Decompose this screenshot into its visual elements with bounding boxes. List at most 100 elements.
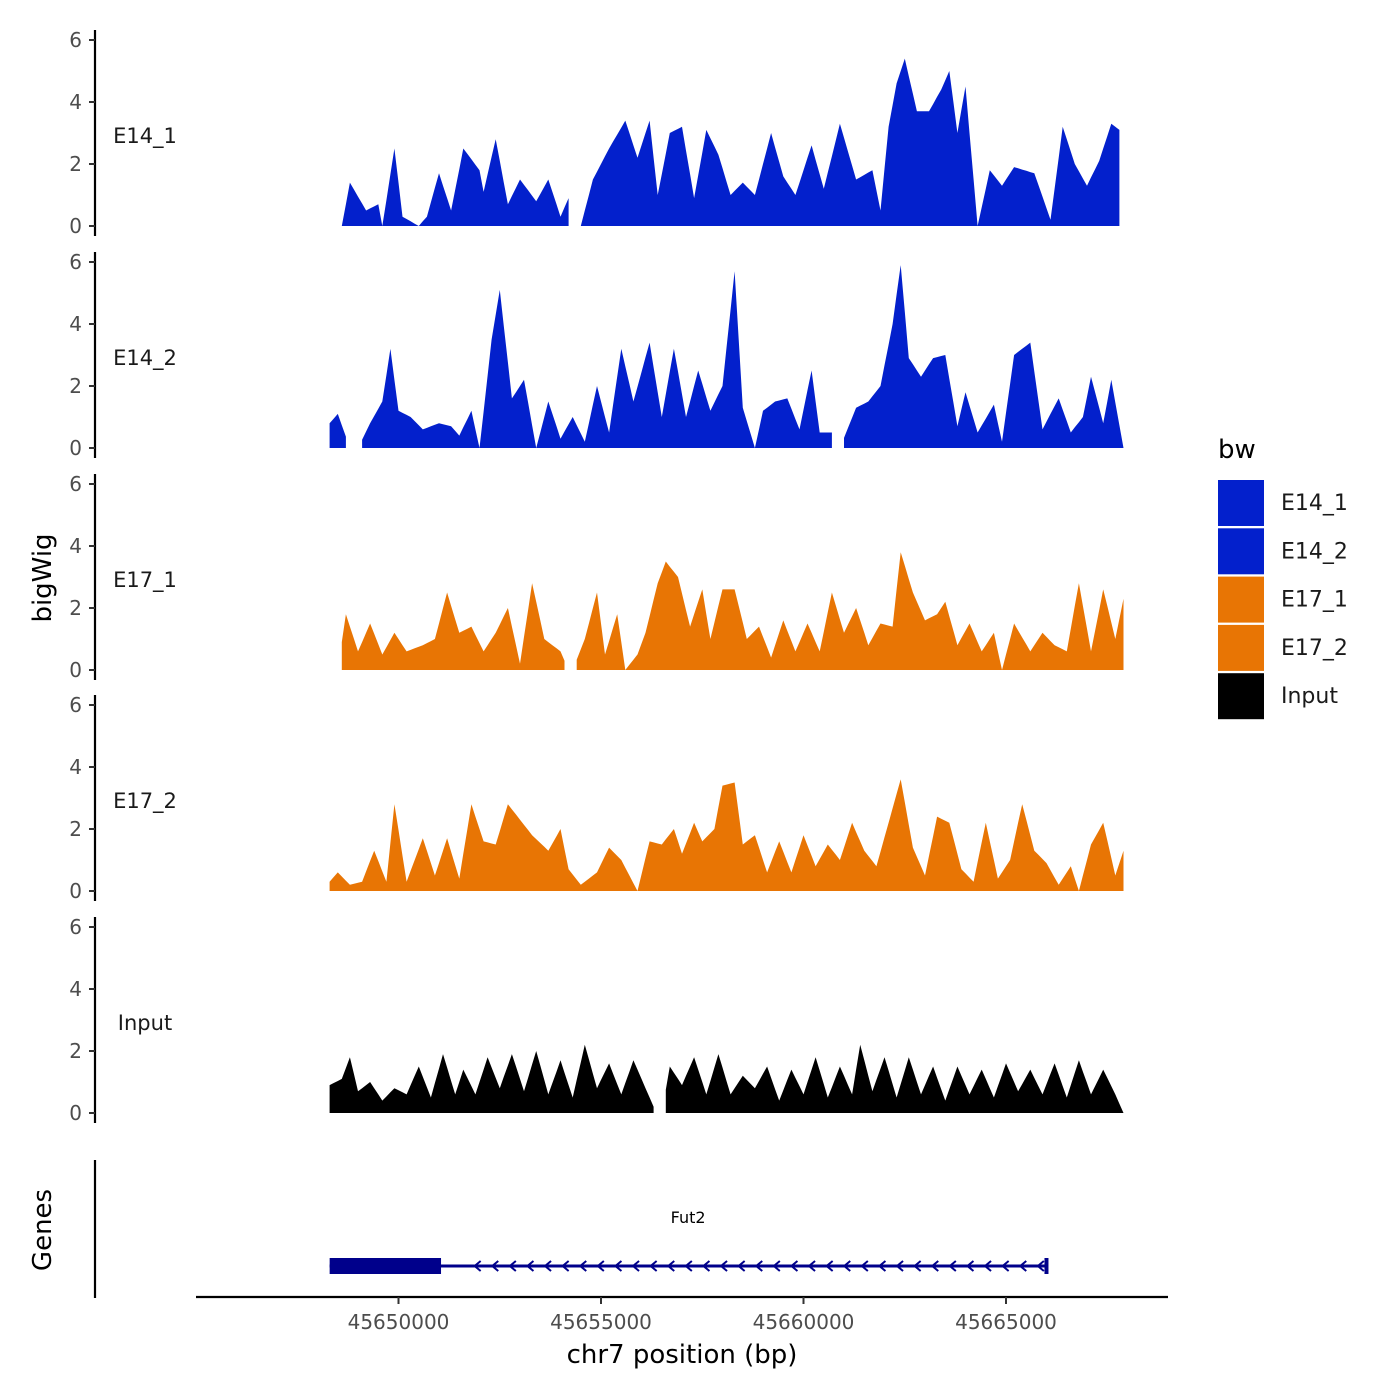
coverage-area: [576, 552, 1124, 670]
coverage-area: [844, 265, 1124, 448]
y-tick-label: 6: [69, 250, 82, 274]
strand-arrow: [930, 1260, 939, 1272]
legend-swatch: [1218, 480, 1264, 526]
x-axis-title: chr7 position (bp): [567, 1340, 798, 1370]
strand-arrow: [965, 1260, 975, 1272]
strand-arrow: [842, 1260, 851, 1272]
strand-arrow: [666, 1260, 675, 1272]
y-tick-label: 4: [69, 977, 82, 1001]
legend-swatch: [1218, 576, 1264, 623]
y-tick-label: 0: [69, 658, 82, 682]
gene-label: Fut2: [671, 1208, 706, 1227]
x-tick-label: 45650000: [348, 1310, 450, 1334]
x-tick-label: 45660000: [753, 1310, 855, 1334]
coverage-area: [329, 779, 1124, 891]
track-label: E17_1: [113, 568, 177, 593]
y-tick-label: 6: [69, 472, 82, 496]
track-e14-1: 0 2 4 6 E14_1: [69, 28, 1120, 238]
track-label: E17_2: [113, 789, 177, 814]
strand-arrow: [596, 1260, 605, 1272]
strand-arrow: [1001, 1260, 1010, 1272]
track-label: E14_1: [113, 124, 177, 149]
y-tick-label: 4: [69, 90, 82, 114]
y-tick-label: 4: [69, 534, 82, 558]
gene-fut2: Fut2: [329, 1208, 1049, 1274]
strand-arrow: [508, 1260, 517, 1272]
track-e17-2: 0 2 4 6 E17_2: [69, 693, 1124, 903]
strand-arrow: [983, 1260, 992, 1272]
strand-arrow: [649, 1260, 658, 1272]
strand-arrow: [754, 1260, 763, 1272]
coverage-tracks: 0 2 4 6 E14_1 0 2 4 6 E14_2 0 2 4 6 E17_1 0 2 4 6 E17_2 0 2 4 6…: [69, 28, 1124, 1125]
x-axis: 45650000 45655000 45660000 45665000: [196, 1295, 1168, 1334]
strand-arrow: [860, 1260, 869, 1272]
gene-track: Fut2: [93, 1160, 1049, 1298]
legend-label: E14_1: [1281, 491, 1348, 516]
legend-label: Input: [1281, 684, 1338, 709]
coverage-area: [341, 583, 565, 670]
strand-arrow: [807, 1260, 816, 1272]
y-tick-label: 2: [69, 1039, 82, 1063]
strand-arrow: [825, 1260, 834, 1272]
strand-arrow: [895, 1260, 904, 1272]
strand-arrow: [913, 1260, 922, 1272]
strand-arrow: [543, 1260, 552, 1272]
y-tick-label: 6: [69, 693, 82, 717]
y-tick-label: 0: [69, 214, 82, 238]
track-e17-1: 0 2 4 6 E17_1: [69, 472, 1124, 682]
coverage-area: [341, 139, 569, 226]
strand-arrow: [701, 1260, 711, 1272]
strand-arrow: [613, 1260, 623, 1272]
legend-swatch: [1218, 624, 1264, 671]
y-tick-label: 2: [69, 374, 82, 398]
coverage-area: [329, 413, 346, 448]
strand-arrow: [877, 1260, 887, 1272]
track-e14-2: 0 2 4 6 E14_2: [69, 250, 1124, 460]
coverage-area: [665, 1044, 1124, 1113]
strand-arrow: [490, 1260, 499, 1272]
track-input: 0 2 4 6 Input: [69, 915, 1124, 1125]
y-tick-label: 0: [69, 879, 82, 903]
y-tick-label: 2: [69, 817, 82, 841]
strand-arrow: [578, 1260, 587, 1272]
legend: bw E14_1 E14_2 E17_1 E17_2 Input: [1218, 435, 1348, 720]
strand-arrow: [737, 1260, 746, 1272]
strand-arrow: [684, 1260, 693, 1272]
legend-label: E17_1: [1281, 588, 1348, 613]
y-tick-label: 0: [69, 1101, 82, 1125]
gene-track-title: Genes: [28, 1189, 58, 1271]
gene-exon: [1044, 1258, 1049, 1274]
y-tick-label: 2: [69, 152, 82, 176]
strand-arrow: [631, 1260, 640, 1272]
legend-swatch: [1218, 673, 1264, 720]
coverage-area: [362, 271, 832, 448]
legend-label: E14_2: [1281, 539, 1348, 564]
strand-arrow: [948, 1260, 957, 1272]
y-tick-label: 4: [69, 312, 82, 336]
legend-title: bw: [1218, 435, 1256, 465]
strand-arrow: [473, 1260, 482, 1272]
legend-label: E17_2: [1281, 636, 1348, 661]
strand-arrow: [789, 1260, 799, 1272]
strand-arrow: [719, 1260, 728, 1272]
y-tick-label: 4: [69, 755, 82, 779]
track-label: E14_2: [113, 346, 177, 371]
strand-arrow: [772, 1260, 781, 1272]
y-tick-label: 6: [69, 915, 82, 939]
y-axis-title: bigWig: [28, 533, 58, 622]
x-tick-label: 45665000: [955, 1310, 1057, 1334]
track-label: Input: [118, 1011, 172, 1035]
coverage-area: [329, 1044, 654, 1113]
y-tick-label: 6: [69, 28, 82, 52]
strand-arrow: [525, 1260, 535, 1272]
strand-arrow: [1018, 1260, 1027, 1272]
y-tick-label: 2: [69, 596, 82, 620]
strand-arrow: [561, 1260, 570, 1272]
coverage-area: [580, 58, 1120, 226]
gene-exon: [329, 1258, 442, 1274]
strand-arrow: [1036, 1260, 1045, 1272]
legend-swatch: [1218, 528, 1264, 575]
x-tick-label: 45655000: [550, 1310, 652, 1334]
y-tick-label: 0: [69, 436, 82, 460]
